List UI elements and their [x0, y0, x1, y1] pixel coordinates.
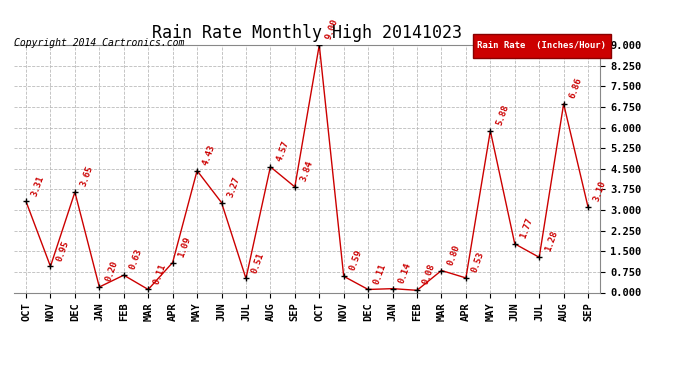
- Text: 3.65: 3.65: [79, 165, 95, 188]
- Text: 0.11: 0.11: [373, 262, 388, 285]
- Text: 0.80: 0.80: [446, 243, 462, 266]
- Text: 1.09: 1.09: [177, 235, 193, 258]
- Text: 3.84: 3.84: [299, 159, 315, 183]
- Text: 3.10: 3.10: [592, 180, 608, 203]
- Text: 0.11: 0.11: [152, 262, 168, 285]
- Text: 4.43: 4.43: [201, 143, 217, 166]
- Text: Copyright 2014 Cartronics.com: Copyright 2014 Cartronics.com: [14, 38, 184, 48]
- Text: 1.28: 1.28: [543, 230, 559, 253]
- Text: 0.63: 0.63: [128, 248, 144, 271]
- Text: 3.27: 3.27: [226, 175, 241, 198]
- Text: 0.08: 0.08: [421, 263, 437, 286]
- Text: 0.14: 0.14: [397, 261, 413, 285]
- Text: 4.57: 4.57: [275, 140, 290, 163]
- Text: 0.51: 0.51: [250, 251, 266, 274]
- Text: 3.31: 3.31: [30, 174, 46, 197]
- Text: 0.95: 0.95: [55, 239, 70, 262]
- Text: 6.86: 6.86: [568, 76, 584, 100]
- Text: 9.00: 9.00: [324, 18, 339, 41]
- Text: 1.77: 1.77: [519, 216, 535, 240]
- Text: 0.59: 0.59: [348, 249, 364, 272]
- Text: 0.20: 0.20: [104, 260, 119, 283]
- Text: Rain Rate  (Inches/Hour): Rain Rate (Inches/Hour): [477, 42, 606, 51]
- Text: 0.53: 0.53: [470, 251, 486, 274]
- Title: Rain Rate Monthly High 20141023: Rain Rate Monthly High 20141023: [152, 24, 462, 42]
- Text: 5.88: 5.88: [495, 104, 511, 127]
